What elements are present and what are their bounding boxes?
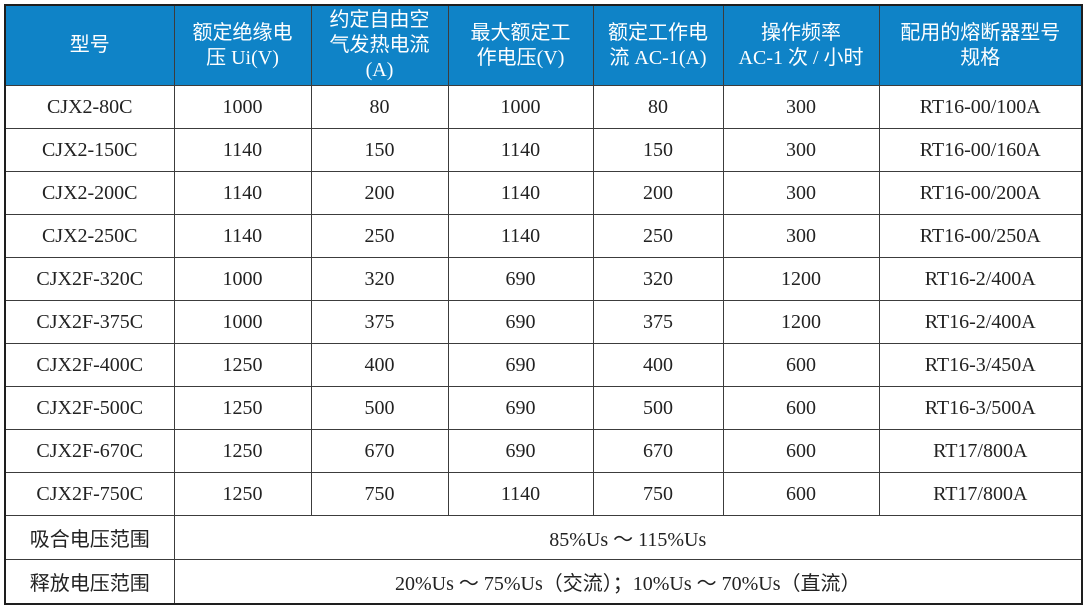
cell-rated-operating-current-ac1: 200: [592, 171, 724, 215]
cell-conventional-free-air-thermal-current: 750: [310, 472, 449, 516]
cell-conventional-free-air-thermal-current: 80: [310, 85, 449, 129]
cell-operating-frequency: 600: [722, 343, 880, 387]
column-header-matching-fuse-model: 配用的熔断器型号 规格: [878, 4, 1083, 86]
cell-matching-fuse-model: RT16-2/400A: [878, 300, 1083, 344]
table-header: 型号 额定绝缘电 压 Ui(V) 约定自由空 气发热电流 (A) 最大额定工 作电压(…: [4, 4, 1083, 86]
table-row: CJX2-80C 1000 80 1000 80 300 RT16-00/100A: [4, 85, 1083, 129]
cell-rated-insulation-voltage: 1000: [173, 300, 312, 344]
cell-max-rated-operating-voltage: 690: [447, 300, 594, 344]
cell-conventional-free-air-thermal-current: 500: [310, 386, 449, 430]
cell-operating-frequency: 300: [722, 128, 880, 172]
column-header-operating-frequency: 操作频率 AC-1 次 / 小时: [722, 4, 880, 86]
cell-matching-fuse-model: RT17/800A: [878, 429, 1083, 473]
cell-rated-operating-current-ac1: 750: [592, 472, 724, 516]
column-header-conventional-free-air-thermal-current: 约定自由空 气发热电流 (A): [310, 4, 449, 86]
table-footer: 吸合电压范围 85%Us ～ 115%Us 释放电压范围 20%Us ～ 75%Us（…: [4, 515, 1083, 604]
cell-rated-insulation-voltage: 1250: [173, 429, 312, 473]
cell-operating-frequency: 600: [722, 429, 880, 473]
footer-row: 吸合电压范围 85%Us ～ 115%Us: [4, 515, 1083, 560]
cell-matching-fuse-model: RT16-00/160A: [878, 128, 1083, 172]
cell-model: CJX2F-750C: [4, 472, 175, 516]
cell-conventional-free-air-thermal-current: 200: [310, 171, 449, 215]
cell-max-rated-operating-voltage: 1000: [447, 85, 594, 129]
cell-rated-insulation-voltage: 1140: [173, 171, 312, 215]
column-header-model: 型号: [4, 4, 175, 86]
cell-rated-operating-current-ac1: 250: [592, 214, 724, 258]
footer-value: 20%Us ～ 75%Us（交流）；10%Us ～ 70%Us（直流）: [173, 559, 1083, 604]
footer-row: 释放电压范围 20%Us ～ 75%Us（交流）；10%Us ～ 70%Us（直流…: [4, 559, 1083, 604]
cell-rated-insulation-voltage: 1140: [173, 214, 312, 258]
cell-rated-insulation-voltage: 1250: [173, 472, 312, 516]
table-row: CJX2F-500C 1250 500 690 500 600 RT16-3/500A: [4, 386, 1083, 430]
cell-operating-frequency: 1200: [722, 300, 880, 344]
cell-conventional-free-air-thermal-current: 670: [310, 429, 449, 473]
table-row: CJX2-200C 1140 200 1140 200 300 RT16-00/200A: [4, 171, 1083, 215]
cell-model: CJX2F-400C: [4, 343, 175, 387]
cell-max-rated-operating-voltage: 1140: [447, 472, 594, 516]
column-header-rated-insulation-voltage: 额定绝缘电 压 Ui(V): [173, 4, 312, 86]
cell-max-rated-operating-voltage: 690: [447, 257, 594, 301]
cell-conventional-free-air-thermal-current: 250: [310, 214, 449, 258]
table-row: CJX2F-320C 1000 320 690 320 1200 RT16-2/400A: [4, 257, 1083, 301]
cell-conventional-free-air-thermal-current: 375: [310, 300, 449, 344]
cell-conventional-free-air-thermal-current: 150: [310, 128, 449, 172]
table-row: CJX2F-670C 1250 670 690 670 600 RT17/800A: [4, 429, 1083, 473]
cell-max-rated-operating-voltage: 690: [447, 343, 594, 387]
footer-value: 85%Us ～ 115%Us: [173, 515, 1083, 560]
cell-conventional-free-air-thermal-current: 320: [310, 257, 449, 301]
cell-operating-frequency: 600: [722, 472, 880, 516]
cell-model: CJX2F-375C: [4, 300, 175, 344]
cell-matching-fuse-model: RT16-00/200A: [878, 171, 1083, 215]
table-row: CJX2F-375C 1000 375 690 375 1200 RT16-2/400A: [4, 300, 1083, 344]
cell-matching-fuse-model: RT16-00/100A: [878, 85, 1083, 129]
cell-model: CJX2-80C: [4, 85, 175, 129]
cell-matching-fuse-model: RT16-00/250A: [878, 214, 1083, 258]
column-header-rated-operating-current-ac1: 额定工作电 流 AC-1(A): [592, 4, 724, 86]
cell-model: CJX2-250C: [4, 214, 175, 258]
column-header-max-rated-operating-voltage: 最大额定工 作电压(V): [447, 4, 594, 86]
cell-rated-insulation-voltage: 1000: [173, 257, 312, 301]
footer-label: 释放电压范围: [4, 559, 175, 604]
contactor-spec-table: 型号 额定绝缘电 压 Ui(V) 约定自由空 气发热电流 (A) 最大额定工 作电压(…: [4, 4, 1083, 605]
table-row: CJX2F-750C 1250 750 1140 750 600 RT17/800A: [4, 472, 1083, 516]
cell-matching-fuse-model: RT17/800A: [878, 472, 1083, 516]
cell-model: CJX2F-500C: [4, 386, 175, 430]
cell-operating-frequency: 600: [722, 386, 880, 430]
cell-max-rated-operating-voltage: 1140: [447, 128, 594, 172]
cell-matching-fuse-model: RT16-3/450A: [878, 343, 1083, 387]
table-row: CJX2-150C 1140 150 1140 150 300 RT16-00/160A: [4, 128, 1083, 172]
cell-operating-frequency: 300: [722, 171, 880, 215]
cell-operating-frequency: 1200: [722, 257, 880, 301]
table-row: CJX2-250C 1140 250 1140 250 300 RT16-00/250A: [4, 214, 1083, 258]
cell-rated-insulation-voltage: 1000: [173, 85, 312, 129]
cell-rated-operating-current-ac1: 500: [592, 386, 724, 430]
cell-model: CJX2-200C: [4, 171, 175, 215]
cell-rated-operating-current-ac1: 375: [592, 300, 724, 344]
cell-max-rated-operating-voltage: 690: [447, 429, 594, 473]
cell-model: CJX2-150C: [4, 128, 175, 172]
cell-operating-frequency: 300: [722, 214, 880, 258]
cell-rated-operating-current-ac1: 400: [592, 343, 724, 387]
cell-max-rated-operating-voltage: 690: [447, 386, 594, 430]
footer-label: 吸合电压范围: [4, 515, 175, 560]
cell-rated-insulation-voltage: 1250: [173, 343, 312, 387]
cell-max-rated-operating-voltage: 1140: [447, 214, 594, 258]
cell-rated-operating-current-ac1: 80: [592, 85, 724, 129]
cell-max-rated-operating-voltage: 1140: [447, 171, 594, 215]
cell-rated-operating-current-ac1: 150: [592, 128, 724, 172]
table-body: CJX2-80C 1000 80 1000 80 300 RT16-00/100A CJX2-…: [4, 85, 1083, 516]
header-row: 型号 额定绝缘电 压 Ui(V) 约定自由空 气发热电流 (A) 最大额定工 作电压(…: [4, 4, 1083, 86]
cell-rated-insulation-voltage: 1140: [173, 128, 312, 172]
cell-rated-operating-current-ac1: 320: [592, 257, 724, 301]
cell-matching-fuse-model: RT16-2/400A: [878, 257, 1083, 301]
cell-rated-operating-current-ac1: 670: [592, 429, 724, 473]
cell-matching-fuse-model: RT16-3/500A: [878, 386, 1083, 430]
table-row: CJX2F-400C 1250 400 690 400 600 RT16-3/450A: [4, 343, 1083, 387]
cell-rated-insulation-voltage: 1250: [173, 386, 312, 430]
cell-operating-frequency: 300: [722, 85, 880, 129]
cell-model: CJX2F-670C: [4, 429, 175, 473]
cell-conventional-free-air-thermal-current: 400: [310, 343, 449, 387]
cell-model: CJX2F-320C: [4, 257, 175, 301]
